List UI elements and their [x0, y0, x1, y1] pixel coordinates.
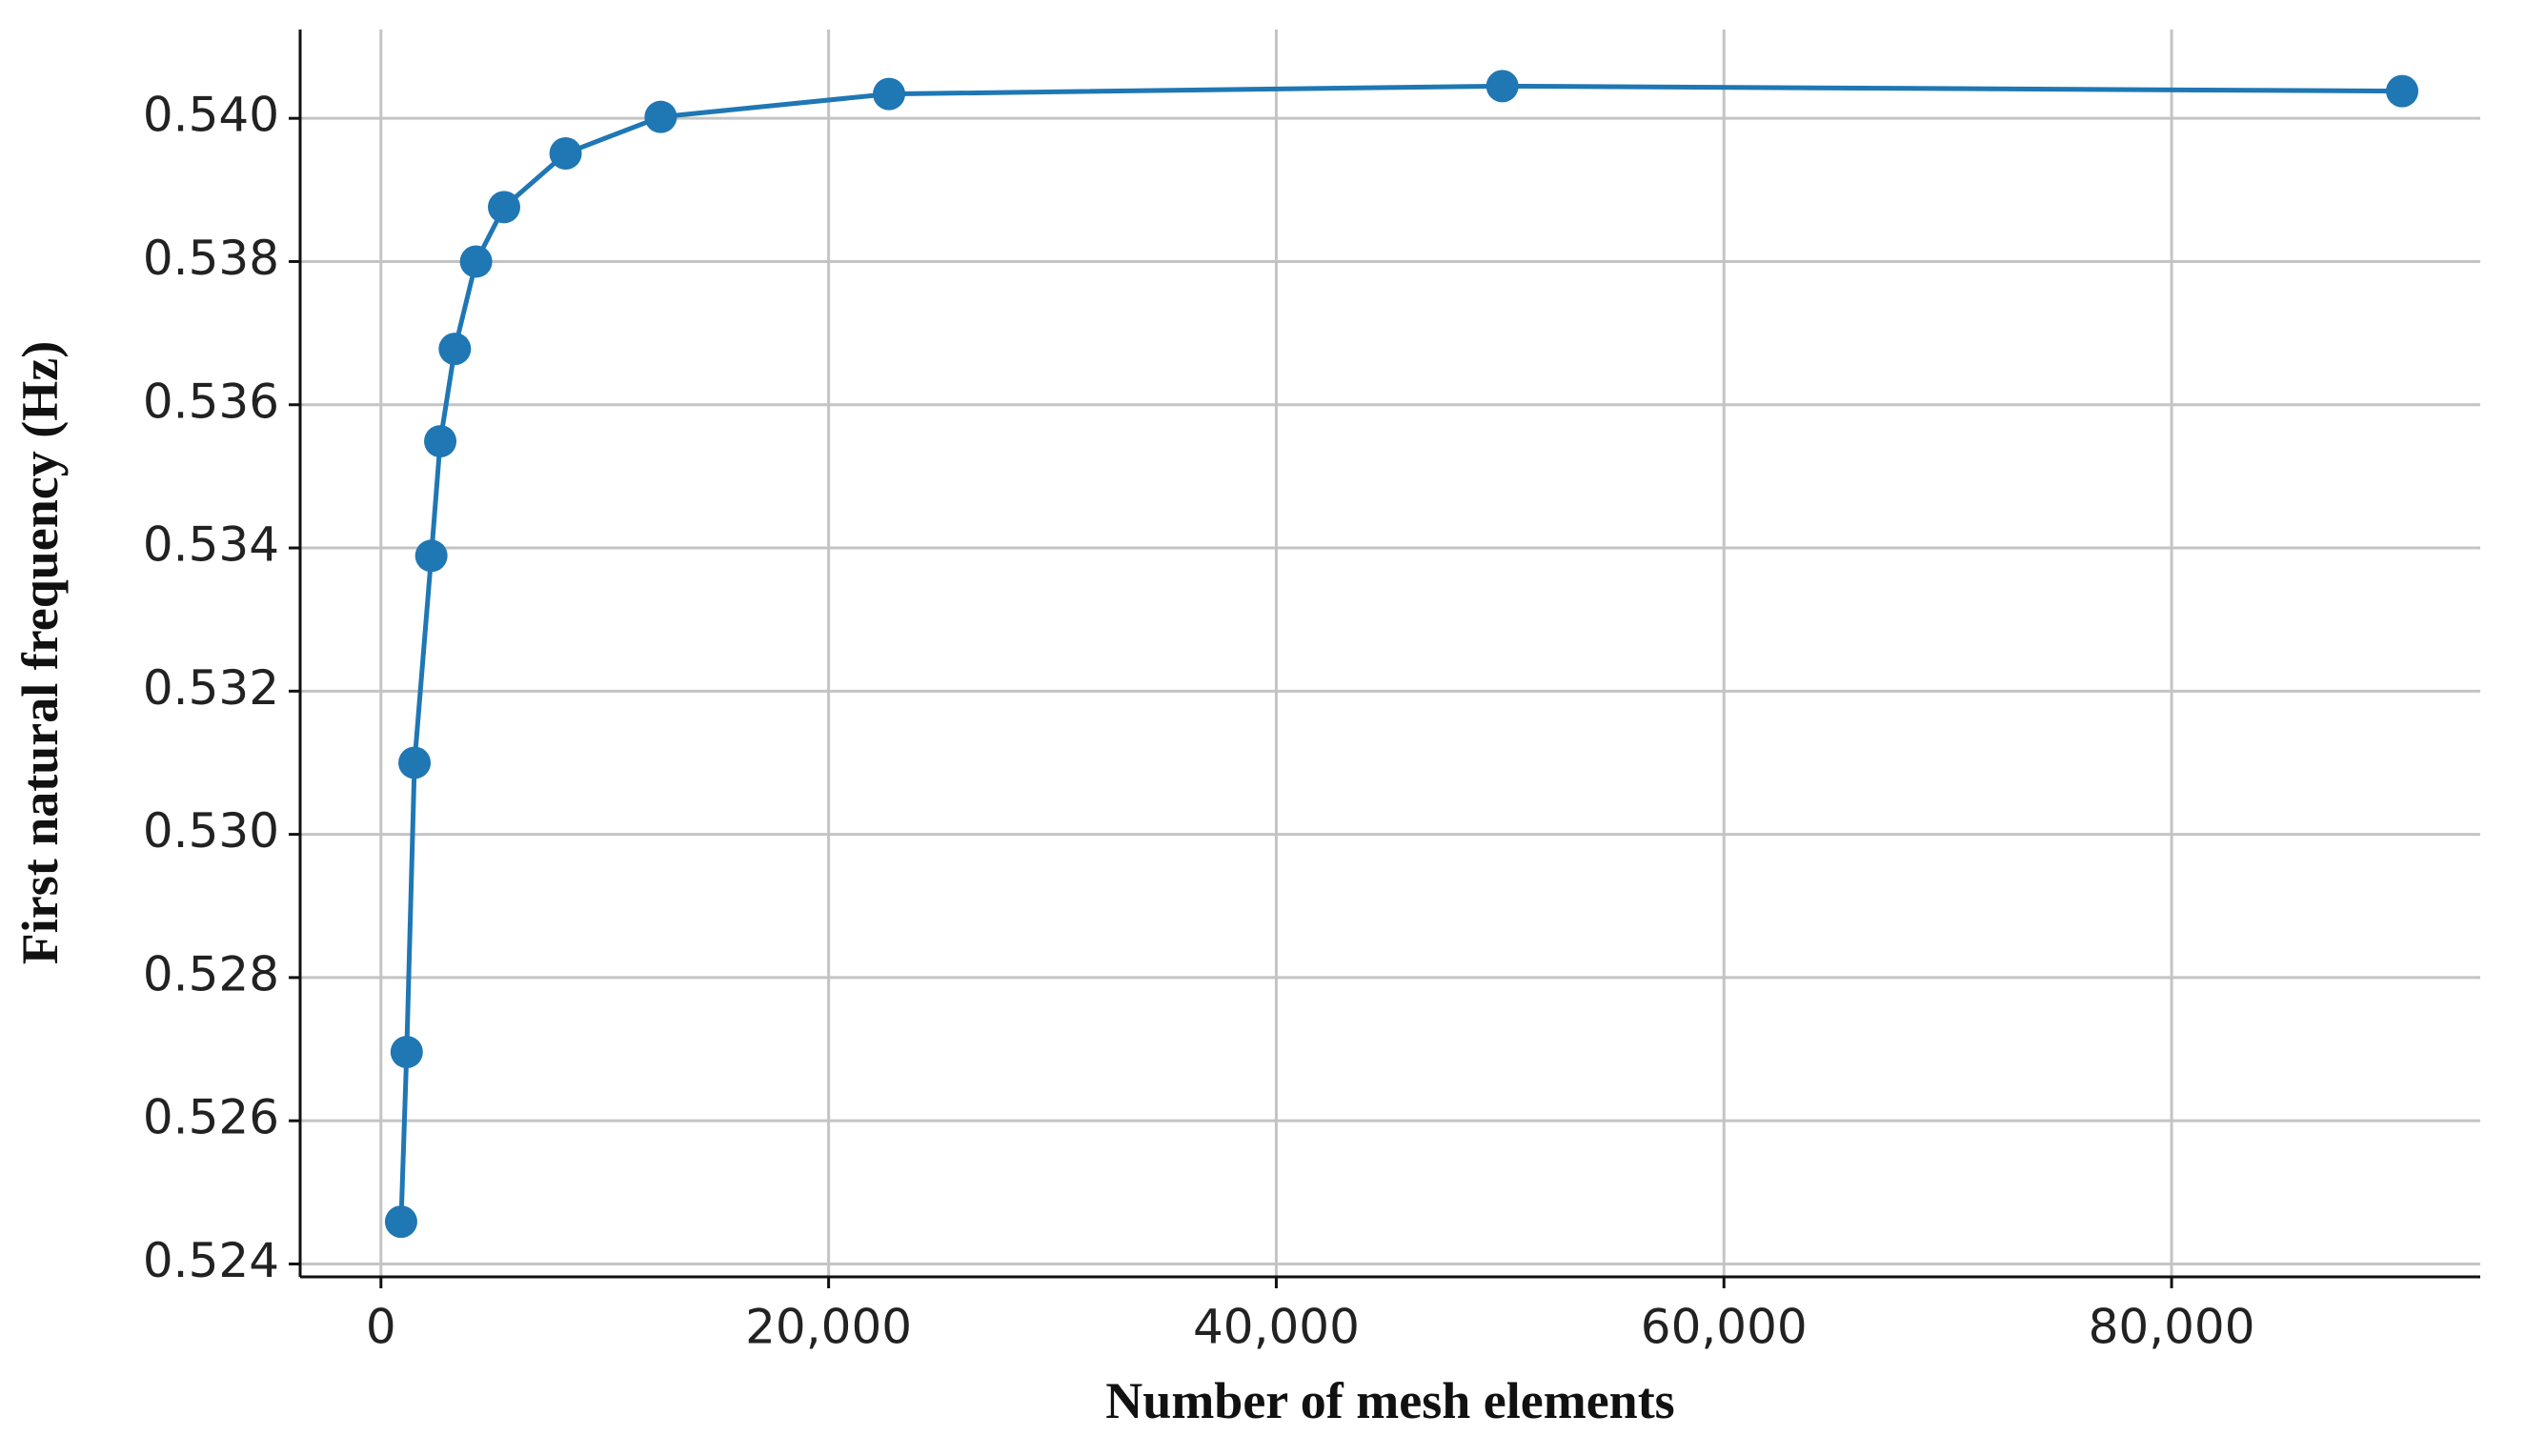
y-tick-label: 0.536: [143, 374, 279, 429]
data-point: [424, 425, 457, 458]
data-point: [438, 333, 472, 366]
data-point: [873, 77, 906, 111]
data-point: [384, 1205, 417, 1239]
data-point: [398, 746, 432, 779]
y-tick-label: 0.530: [143, 803, 279, 859]
data-point: [459, 245, 493, 278]
x-tick-label: 80,000: [2089, 1300, 2255, 1355]
data-point: [2386, 74, 2419, 108]
data-point: [644, 100, 677, 133]
data-point: [488, 191, 521, 224]
y-tick-label: 0.526: [143, 1090, 279, 1145]
data-line: [398, 83, 2403, 1223]
y-axis-title: First natural frequency (Hz): [11, 341, 69, 964]
data-point: [414, 539, 448, 573]
data-point: [1485, 70, 1519, 103]
data-point: [549, 136, 582, 170]
y-tick-label: 0.532: [143, 660, 279, 716]
x-tick-label: 20,000: [745, 1300, 912, 1355]
y-tick-label: 0.524: [143, 1233, 279, 1288]
y-tick-label: 0.538: [143, 231, 279, 286]
y-tick-label: 0.534: [143, 517, 279, 573]
x-tick-label: 60,000: [1641, 1300, 1808, 1355]
data-point: [390, 1036, 423, 1069]
y-tick-label: 0.540: [143, 88, 279, 143]
x-tick-label: 40,000: [1193, 1300, 1360, 1355]
x-tick-label: 0: [366, 1300, 396, 1355]
y-tick-label: 0.528: [143, 946, 279, 1001]
x-axis-title: Number of mesh elements: [1105, 1372, 1674, 1429]
